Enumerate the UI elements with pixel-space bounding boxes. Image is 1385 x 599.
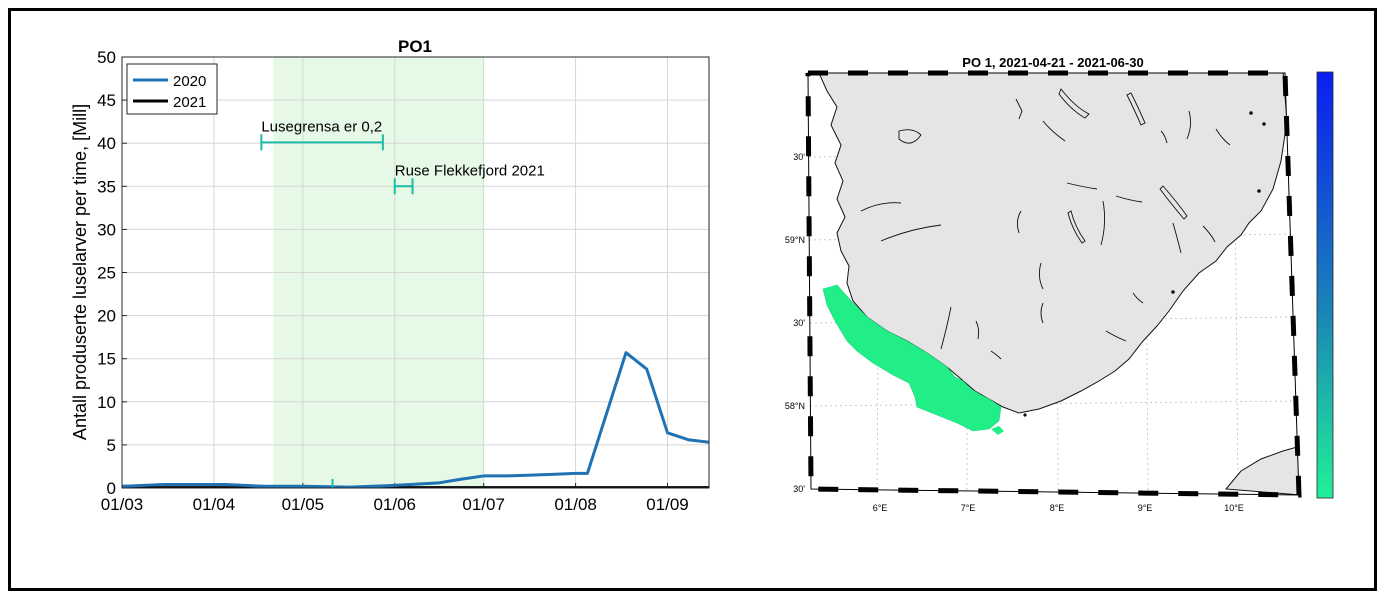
svg-text:7°E: 7°E: [961, 503, 976, 513]
lakes: [860, 88, 1231, 360]
x-tick-label: 01/05: [282, 495, 325, 514]
x-tick-label: 01/09: [646, 495, 689, 514]
annotation: Ruse Flekkefjord 2021: [393, 162, 545, 195]
land-mass: [818, 73, 1288, 414]
annotations: Lusegrensa er 0,2 Ruse Flekkefjord 2021: [260, 118, 545, 195]
highlight-islets: [991, 426, 1004, 435]
se-corner-land: [1224, 446, 1299, 495]
chart-title: PO1: [398, 37, 432, 56]
annotation-label: Lusegrensa er 0,2: [261, 118, 382, 135]
colorbar: [1316, 71, 1334, 499]
y-tick-label: 50: [97, 48, 116, 67]
lat-labels: 30' 59°N 30' 58°N 30': [785, 152, 805, 494]
y-tick-label: 35: [97, 177, 116, 196]
x-tick-label: 01/07: [462, 495, 505, 514]
y-tick-label: 30: [97, 220, 116, 239]
lon-labels: 6°E 7°E 8°E 9°E 10°E: [873, 503, 1244, 513]
legend-label-2020: 2020: [173, 73, 206, 90]
x-tick-label: 01/03: [101, 495, 144, 514]
x-tick-labels: 01/03 01/04 01/05 01/06 01/07 01/08 01/09: [101, 495, 689, 514]
legend-label-2021: 2021: [173, 94, 206, 111]
y-tick-label: 10: [97, 393, 116, 412]
y-tick-label: 0: [107, 479, 116, 498]
svg-text:30': 30': [793, 484, 805, 494]
figure-frame: Lusegrensa er 0,2 Ruse Flekkefjord 2021 0…: [8, 8, 1377, 591]
svg-text:58°N: 58°N: [785, 401, 805, 411]
x-tick-label: 01/04: [193, 495, 236, 514]
legend-box: [126, 63, 218, 115]
y-tick-labels: 0 5 10 15 20 25 30 35 40 45 50: [97, 48, 116, 498]
svg-text:30': 30': [793, 152, 805, 162]
legend: 2020 2021: [126, 63, 218, 115]
y-axis-label: Antall produserte luselarver per time, […: [70, 104, 90, 440]
y-tick-label: 15: [97, 350, 116, 369]
highlight-area: [822, 284, 1002, 432]
map-panel: PO 1, 2021-04-21 - 2021-06-30: [785, 55, 1334, 513]
map-frame-ticks: [805, 70, 1302, 498]
annotation: Lusegrensa er 0,2: [260, 118, 384, 151]
svg-text:8°E: 8°E: [1050, 503, 1065, 513]
y-tick-label: 5: [107, 436, 116, 455]
annotation-label: Ruse Flekkefjord 2021: [395, 162, 545, 179]
y-tick-label: 20: [97, 307, 116, 326]
y-tick-label: 40: [97, 134, 116, 153]
svg-text:9°E: 9°E: [1138, 503, 1153, 513]
y-tick-label: 45: [97, 91, 116, 110]
svg-text:10°E: 10°E: [1224, 503, 1244, 513]
x-tick-label: 01/06: [373, 495, 416, 514]
x-tick-label: 01/08: [554, 495, 597, 514]
y-tick-label: 25: [97, 264, 116, 283]
svg-text:30': 30': [793, 318, 805, 328]
svg-text:59°N: 59°N: [785, 235, 805, 245]
series-line-2020: [122, 351, 709, 488]
map-title: PO 1, 2021-04-21 - 2021-06-30: [962, 55, 1143, 70]
plot-border: [121, 56, 710, 489]
svg-text:6°E: 6°E: [873, 503, 888, 513]
line-chart: Lusegrensa er 0,2 Ruse Flekkefjord 2021 0…: [70, 37, 710, 514]
